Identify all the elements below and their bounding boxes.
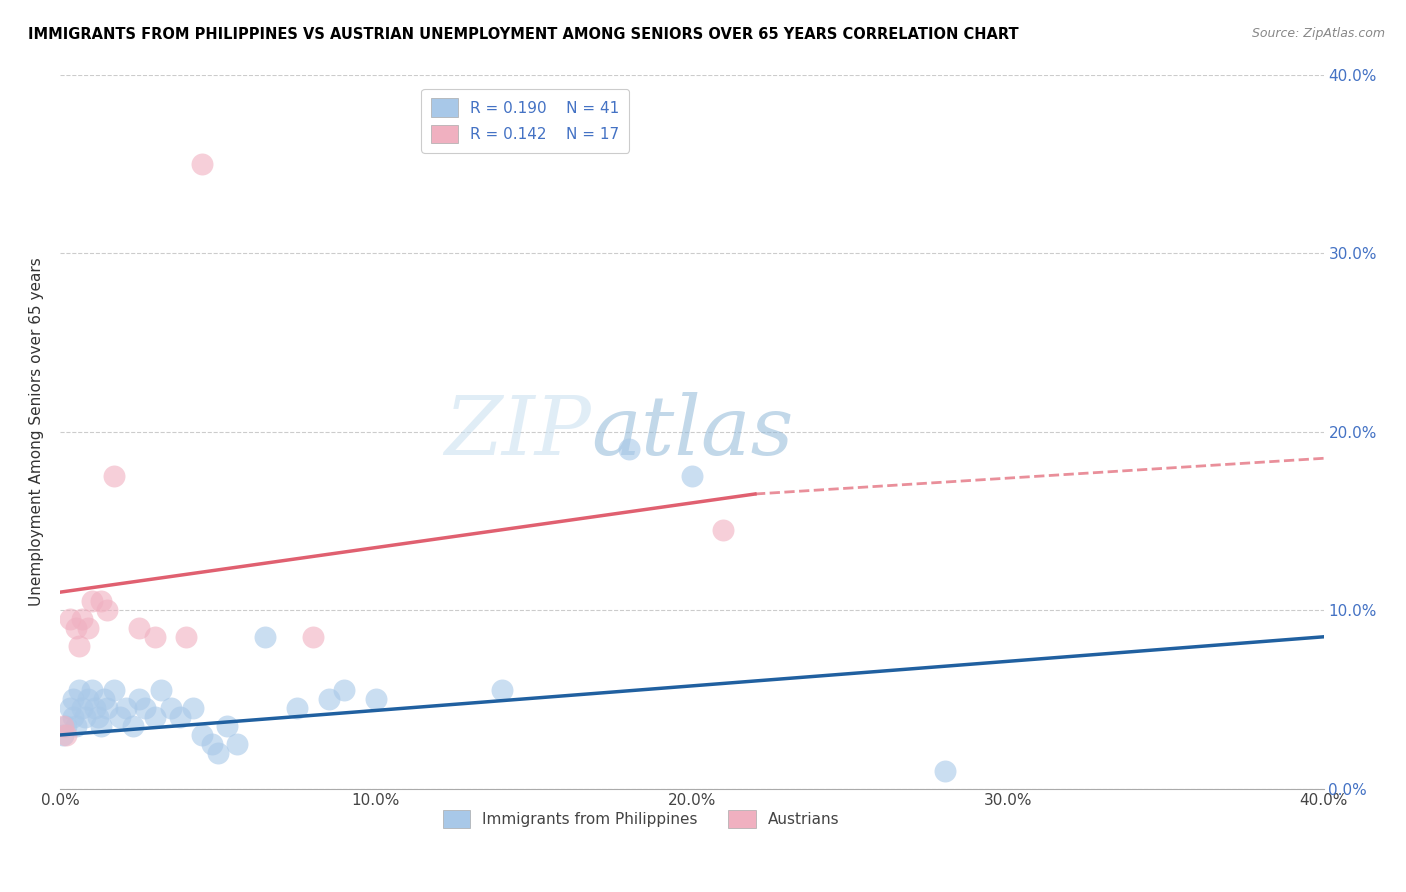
Point xyxy=(143,710,166,724)
Point xyxy=(67,639,90,653)
Point xyxy=(55,728,77,742)
Point xyxy=(70,612,93,626)
Point xyxy=(90,719,112,733)
Point xyxy=(128,621,150,635)
Point xyxy=(65,621,87,635)
Point xyxy=(159,701,181,715)
Point xyxy=(128,692,150,706)
Point xyxy=(52,719,75,733)
Point xyxy=(103,469,125,483)
Point xyxy=(617,442,640,457)
Point xyxy=(58,612,80,626)
Point xyxy=(96,603,118,617)
Point xyxy=(65,719,87,733)
Point xyxy=(62,692,84,706)
Point xyxy=(491,683,513,698)
Point xyxy=(75,710,97,724)
Point xyxy=(103,683,125,698)
Point xyxy=(934,764,956,778)
Point xyxy=(52,728,75,742)
Point xyxy=(55,719,77,733)
Point xyxy=(207,746,229,760)
Point xyxy=(176,630,198,644)
Point xyxy=(169,710,191,724)
Point xyxy=(681,469,703,483)
Y-axis label: Unemployment Among Seniors over 65 years: Unemployment Among Seniors over 65 years xyxy=(30,257,44,606)
Point xyxy=(318,692,340,706)
Point xyxy=(143,630,166,644)
Point xyxy=(121,719,143,733)
Point xyxy=(201,737,224,751)
Text: atlas: atlas xyxy=(591,392,793,472)
Point xyxy=(364,692,387,706)
Point xyxy=(181,701,204,715)
Point xyxy=(80,683,103,698)
Point xyxy=(58,701,80,715)
Point xyxy=(62,710,84,724)
Point xyxy=(115,701,138,715)
Point xyxy=(77,621,100,635)
Point xyxy=(134,701,156,715)
Point xyxy=(254,630,277,644)
Point xyxy=(67,683,90,698)
Point xyxy=(93,692,115,706)
Point xyxy=(87,710,110,724)
Point xyxy=(301,630,323,644)
Text: ZIP: ZIP xyxy=(444,392,591,472)
Point xyxy=(83,701,105,715)
Point xyxy=(70,701,93,715)
Text: IMMIGRANTS FROM PHILIPPINES VS AUSTRIAN UNEMPLOYMENT AMONG SENIORS OVER 65 YEARS: IMMIGRANTS FROM PHILIPPINES VS AUSTRIAN … xyxy=(28,27,1019,42)
Point xyxy=(191,728,214,742)
Point xyxy=(96,701,118,715)
Point xyxy=(333,683,356,698)
Point xyxy=(108,710,131,724)
Point xyxy=(77,692,100,706)
Point xyxy=(713,523,735,537)
Point xyxy=(191,157,214,171)
Point xyxy=(80,594,103,608)
Point xyxy=(217,719,239,733)
Point xyxy=(90,594,112,608)
Text: Source: ZipAtlas.com: Source: ZipAtlas.com xyxy=(1251,27,1385,40)
Point xyxy=(226,737,249,751)
Legend: Immigrants from Philippines, Austrians: Immigrants from Philippines, Austrians xyxy=(437,804,846,834)
Point xyxy=(150,683,173,698)
Point xyxy=(285,701,308,715)
